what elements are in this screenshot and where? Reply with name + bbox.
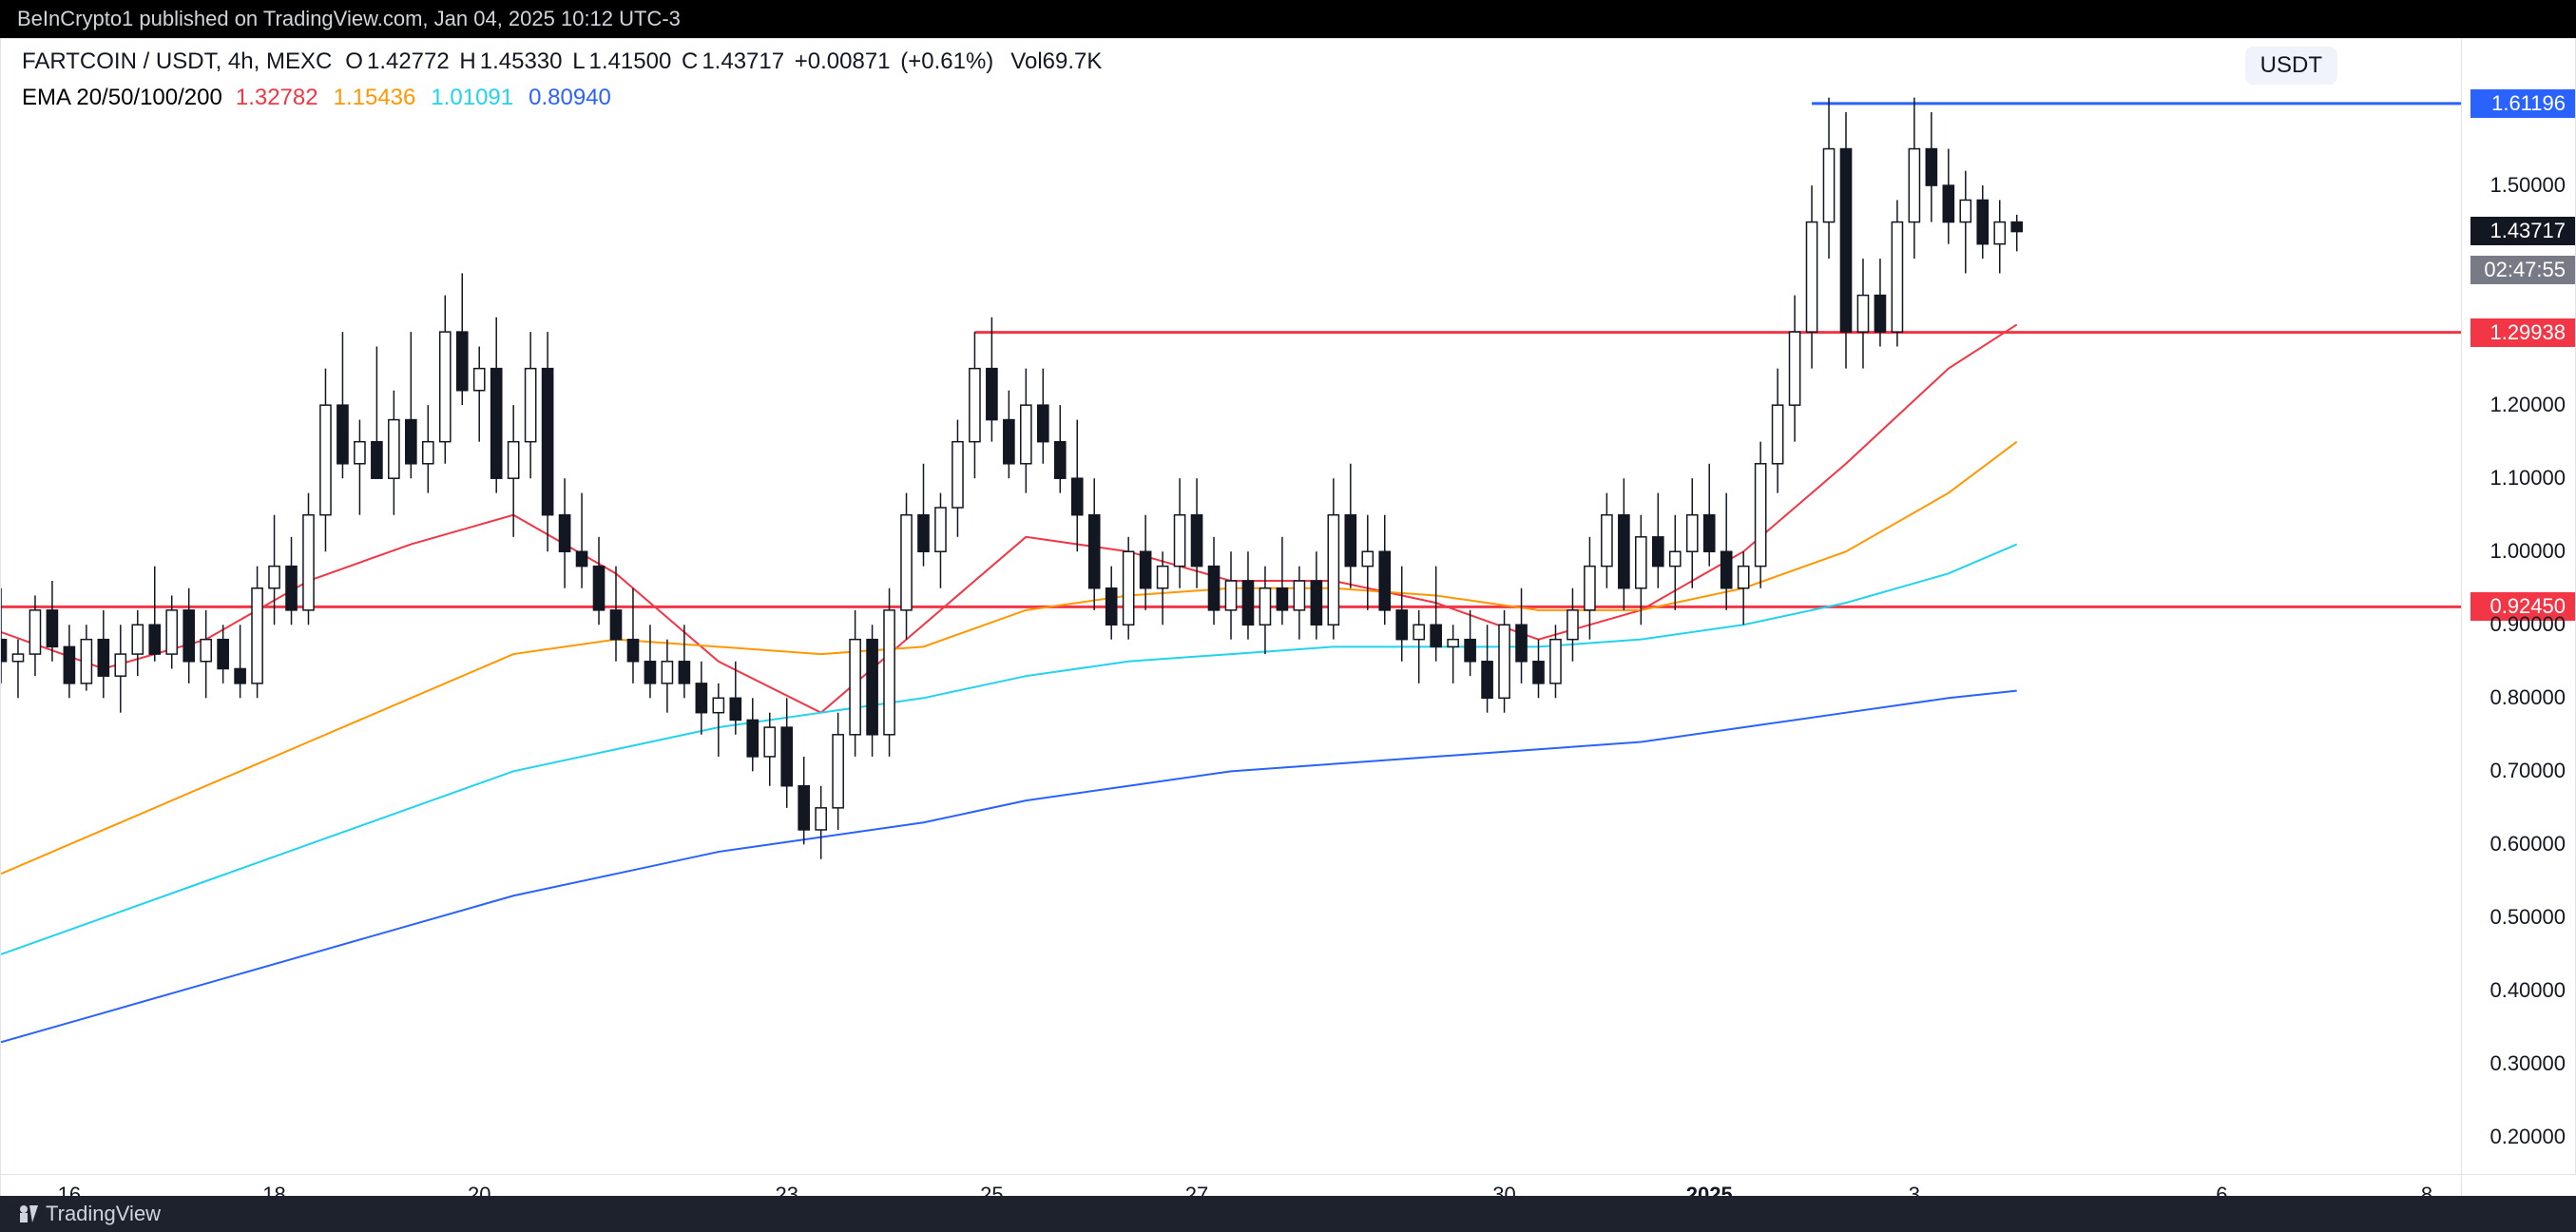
y-price-label: 1.29938: [2470, 318, 2575, 347]
currency-button[interactable]: USDT: [2245, 47, 2337, 85]
chart-page: FARTCOIN / USDT, 4h, MEXC O1.42772 H1.45…: [0, 38, 2576, 1232]
y-price-label: 1.43717: [2470, 217, 2575, 245]
y-tick: 0.80000: [2489, 685, 2566, 710]
ema-value: 0.80940: [529, 85, 611, 110]
ema-label: EMA 20/50/100/200: [22, 85, 222, 111]
y-price-label: 0.90000: [2470, 610, 2575, 639]
ema-value: 1.15436: [334, 85, 416, 110]
header-line: FARTCOIN / USDT, 4h, MEXC O1.42772 H1.45…: [22, 48, 1102, 75]
ema-legend: EMA 20/50/100/200 1.32782 1.15436 1.01091 0…: [22, 85, 626, 111]
publish-text: BeInCrypto1 published on TradingView.com…: [17, 7, 681, 31]
ohlc-values: O1.42772 H1.45330 L1.41500 C1.43717 +0.0…: [345, 48, 997, 75]
chart-svg: [1, 39, 2461, 1174]
y-axis[interactable]: 0.20000 0.30000 0.40000 0.50000 0.60000 0.700…: [2462, 38, 2576, 1175]
y-tick: 1.20000: [2489, 393, 2566, 417]
publish-bar: BeInCrypto1 published on TradingView.com…: [0, 0, 2576, 38]
y-tick: 0.30000: [2489, 1051, 2566, 1076]
ema-value: 1.32782: [236, 85, 318, 110]
y-tick: 0.40000: [2489, 978, 2566, 1003]
y-tick: 1.00000: [2489, 539, 2566, 564]
tradingview-logo-icon: TradingView: [17, 1202, 161, 1226]
volume-label: Vol69.7K: [1010, 48, 1102, 75]
chart-area[interactable]: FARTCOIN / USDT, 4h, MEXC O1.42772 H1.45…: [0, 38, 2462, 1175]
footer-bar: TradingView: [0, 1196, 2576, 1232]
y-tick: 0.20000: [2489, 1125, 2566, 1149]
y-tick: 0.60000: [2489, 832, 2566, 857]
y-tick: 0.50000: [2489, 905, 2566, 930]
y-price-label: 02:47:55: [2470, 256, 2575, 284]
symbol-label[interactable]: FARTCOIN / USDT, 4h, MEXC: [22, 48, 332, 75]
ema-value: 1.01091: [431, 85, 513, 110]
y-tick: 1.10000: [2489, 466, 2566, 491]
y-tick: 0.70000: [2489, 759, 2566, 783]
y-tick: 1.50000: [2489, 173, 2566, 198]
y-price-label: 1.61196: [2470, 89, 2575, 118]
